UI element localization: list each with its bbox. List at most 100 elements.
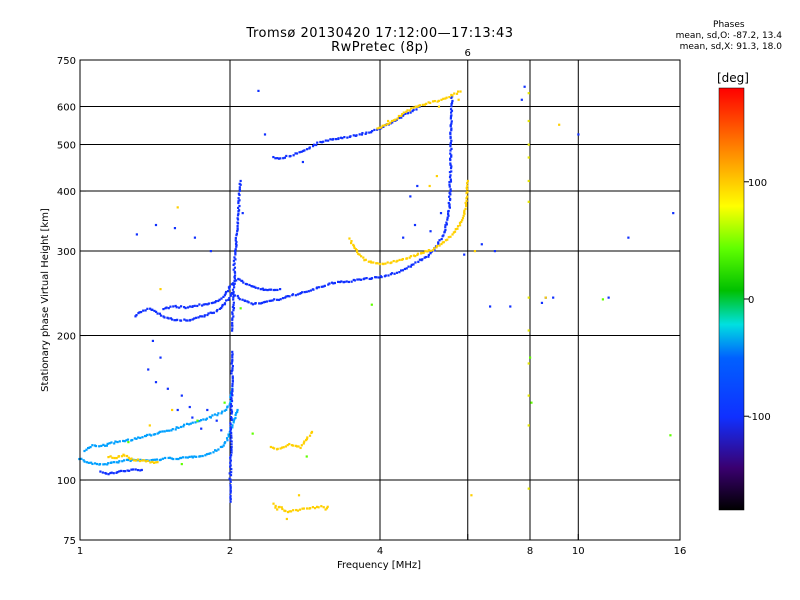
data-point [150, 458, 153, 462]
data-point [355, 249, 359, 252]
data-point [465, 182, 469, 185]
data-point [228, 287, 231, 290]
data-point [236, 228, 239, 231]
data-point [161, 457, 165, 460]
data-point [421, 103, 424, 106]
data-point [260, 301, 264, 305]
data-point [229, 496, 232, 499]
data-point [231, 360, 234, 363]
data-point [449, 141, 452, 145]
data-point [433, 249, 436, 252]
data-point [276, 447, 279, 450]
data-point [166, 387, 169, 390]
data-point [305, 455, 308, 458]
data-point [450, 129, 453, 132]
data-point [371, 129, 374, 133]
data-point [191, 305, 194, 308]
data-point [433, 247, 436, 250]
data-point [466, 195, 469, 198]
data-point [210, 301, 213, 305]
data-point [229, 293, 232, 296]
data-point [231, 317, 234, 320]
data-point [449, 149, 452, 152]
data-point [393, 272, 396, 275]
data-point [438, 239, 441, 242]
data-point [177, 426, 180, 430]
data-point [288, 442, 291, 446]
data-point [302, 442, 305, 445]
data-point [152, 461, 156, 464]
data-point [196, 419, 199, 422]
data-point [221, 305, 224, 308]
data-point [375, 276, 378, 279]
data-point [233, 286, 236, 289]
data-point [395, 118, 398, 121]
data-point [245, 283, 249, 286]
data-point [669, 434, 672, 437]
data-point [148, 424, 151, 427]
data-point [217, 299, 220, 303]
data-point [465, 203, 468, 206]
data-point [358, 278, 361, 281]
data-point [404, 112, 407, 115]
data-point [229, 484, 232, 487]
data-point [146, 433, 149, 437]
data-point [301, 160, 305, 164]
data-point [233, 279, 236, 283]
data-point [176, 318, 179, 321]
data-point [229, 422, 232, 425]
x-tick-label-top: 6 [465, 48, 471, 59]
data-point [403, 267, 407, 271]
data-point [360, 133, 364, 136]
data-point [232, 309, 235, 312]
data-point [440, 238, 443, 241]
y-tick-label: 300 [57, 247, 76, 258]
data-point [334, 138, 338, 141]
data-point [448, 191, 451, 195]
data-point [234, 237, 237, 240]
data-point [78, 457, 81, 461]
data-point [183, 318, 186, 321]
data-point [220, 412, 223, 415]
data-point [489, 305, 492, 308]
data-point [377, 276, 380, 279]
data-point [414, 261, 417, 264]
data-point [82, 459, 85, 462]
data-point [350, 241, 353, 245]
data-point [244, 299, 247, 303]
data-point [402, 114, 405, 117]
data-point [149, 307, 152, 310]
data-point [442, 97, 445, 100]
data-point [211, 311, 214, 315]
data-point [303, 291, 306, 294]
data-point [305, 437, 309, 441]
data-point [456, 225, 460, 228]
data-point [311, 506, 315, 509]
data-point [493, 250, 497, 253]
data-point [170, 429, 173, 432]
data-point [230, 471, 233, 474]
data-point [449, 143, 452, 146]
data-point [383, 124, 386, 127]
data-point [201, 454, 204, 458]
data-point [298, 151, 301, 154]
data-point [236, 294, 239, 298]
data-point [289, 510, 293, 513]
data-point [167, 456, 170, 460]
y-tick-label: 500 [57, 141, 76, 152]
data-point [449, 137, 452, 140]
data-point [446, 238, 449, 241]
data-point [444, 239, 448, 242]
data-point [231, 384, 234, 388]
data-point [343, 136, 346, 139]
data-point [125, 439, 128, 442]
data-point [235, 279, 238, 282]
data-point [229, 490, 232, 493]
data-point [387, 274, 390, 277]
data-point [527, 156, 530, 159]
data-point [147, 368, 150, 371]
data-point [229, 486, 232, 489]
data-point [449, 152, 452, 155]
data-point [203, 315, 206, 318]
data-point [231, 353, 234, 356]
